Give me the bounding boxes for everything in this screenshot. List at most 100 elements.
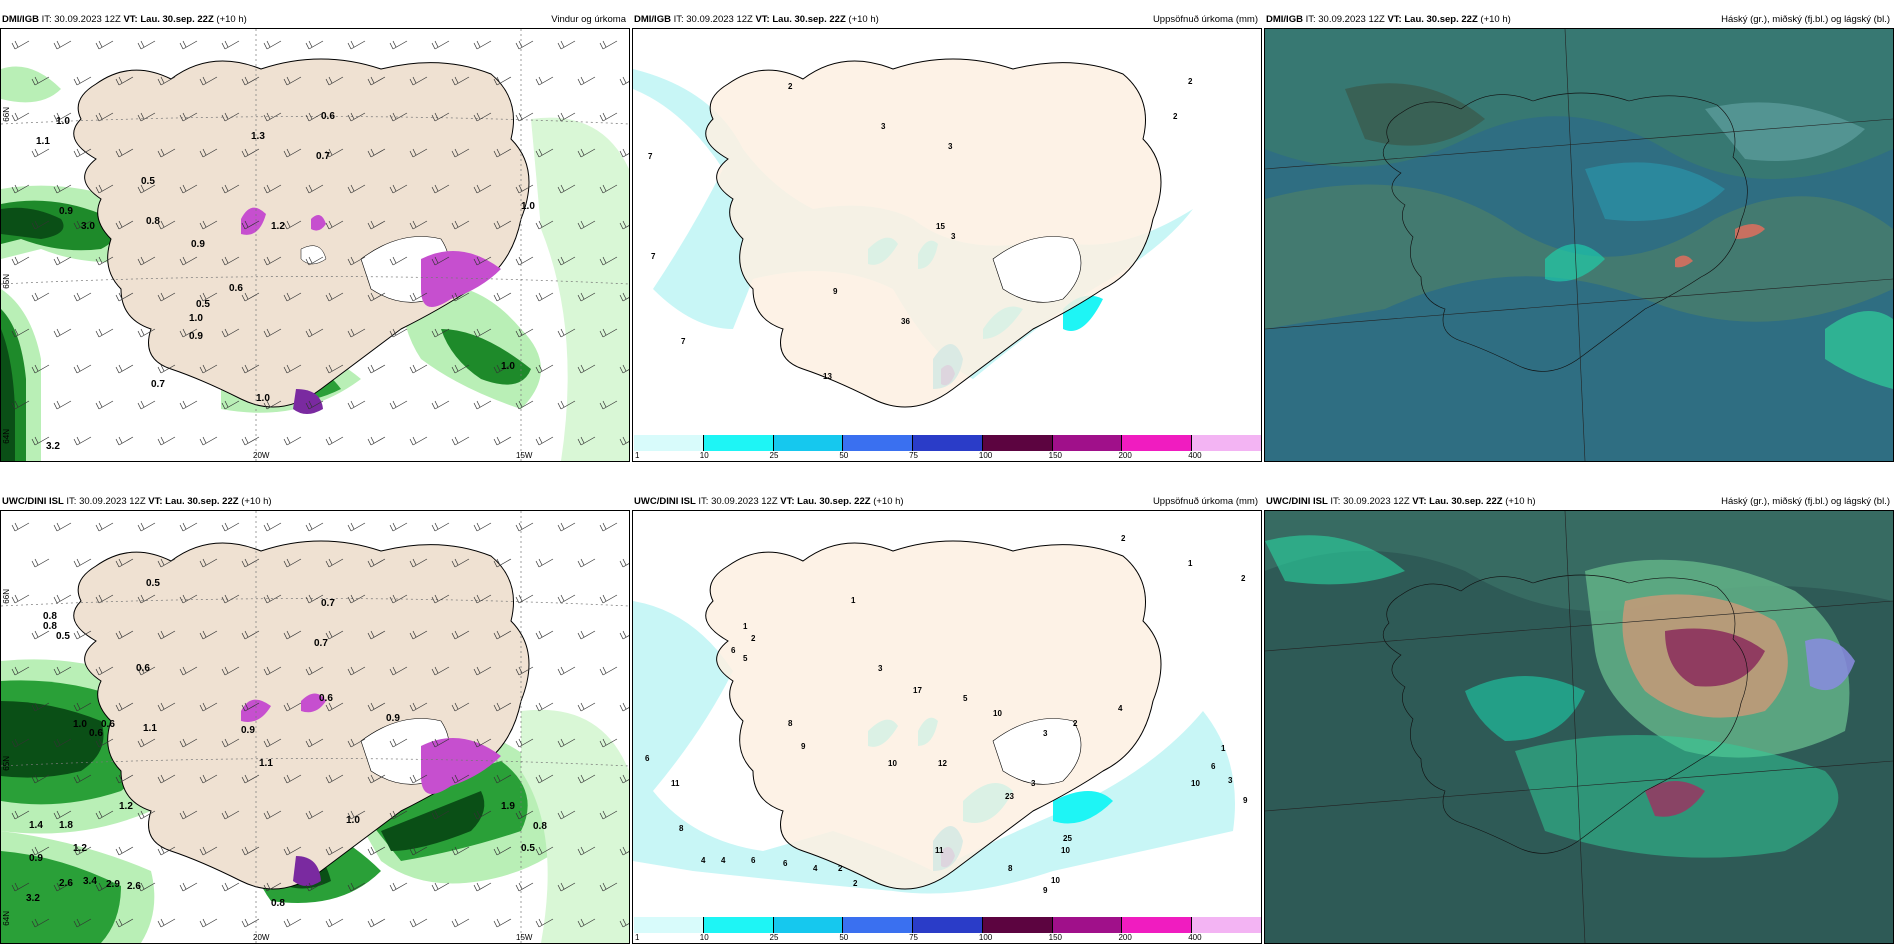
precip-map: 2 2 7 3 3 7 9 36 15 3 13 2 7 <box>633 29 1261 437</box>
wind-barb <box>263 112 282 122</box>
panel-title: Háský (gr.), miðský (fj.bl.) og lágský (… <box>1721 14 1890 25</box>
colorbar-swatch <box>1052 435 1123 451</box>
precip-value-label: 7 <box>681 337 686 346</box>
wind-value-label: 0.7 <box>314 638 328 649</box>
colorbar-swatch <box>773 917 844 933</box>
wind-barb <box>283 292 302 302</box>
wind-barb <box>325 702 344 712</box>
panel-uwc-wind: UWC/DINI ISL IT: 30.09.2023 12Z VT: Lau.… <box>0 494 630 944</box>
wind-barb <box>199 558 218 568</box>
wind-barb <box>557 112 576 122</box>
wind-barb <box>367 220 386 230</box>
wind-barb <box>347 666 366 676</box>
wind-barb <box>179 400 198 410</box>
wind-barb <box>577 918 596 928</box>
map-area[interactable]: 0.5 0.8 0.8 0.5 0.7 0.6 0.6 1.0 0.6 1.1 0.6 0.9 1.1 1… <box>0 510 630 944</box>
wind-barb <box>137 112 156 122</box>
wind-barb <box>557 328 576 338</box>
colorbar-swatch <box>703 435 774 451</box>
wind-value-label: 0.8 <box>43 611 57 622</box>
map-area[interactable]: 1.0 1.1 0.6 1.3 0.7 0.5 0.9 3.0 0.8 0.9 0.6 0.5 1.0 0… <box>0 28 630 462</box>
wind-barb <box>535 436 554 446</box>
panel-header: DMI/IGB IT: 30.09.2023 12Z VT: Lau. 30.s… <box>0 12 630 28</box>
precip-value-label: 2 <box>838 864 843 873</box>
wind-barb <box>305 40 324 50</box>
wind-barb <box>473 184 492 194</box>
wind-barb <box>305 522 324 532</box>
wind-barb <box>73 558 92 568</box>
wind-barb <box>241 558 260 568</box>
wind-barb <box>11 666 30 676</box>
wind-barb <box>283 76 302 86</box>
wind-barb <box>53 184 72 194</box>
wind-barb <box>283 364 302 374</box>
wind-barb <box>451 436 470 446</box>
wind-barb <box>221 522 240 532</box>
precip-value-label: 3 <box>1228 776 1233 785</box>
wind-barb <box>473 738 492 748</box>
wind-barb <box>325 220 344 230</box>
map-area[interactable]: 2 2 7 3 3 7 9 36 15 3 13 2 7 1 10 25 50 75 100 150 200 400 <box>632 28 1262 462</box>
wind-barb <box>431 738 450 748</box>
precip-value-label: 4 <box>1118 704 1123 713</box>
colorbar-label: 25 <box>769 933 779 942</box>
wind-barb <box>221 810 240 820</box>
valid-time: Lau. 30.sep. 22Z <box>1404 14 1478 25</box>
wind-barb <box>367 846 386 856</box>
graticule <box>1 29 629 461</box>
wind-barb <box>473 594 492 604</box>
wind-barb <box>241 918 260 928</box>
colorbar-swatch <box>1122 435 1193 451</box>
wind-barb <box>73 918 92 928</box>
wind-barb <box>515 256 534 266</box>
wind-barb <box>53 810 72 820</box>
wind-barb <box>619 558 629 568</box>
wind-barb <box>431 40 450 50</box>
wind-barb <box>157 148 176 158</box>
wind-barb <box>11 882 30 892</box>
wind-barb <box>53 40 72 50</box>
lead-time: (+10 h) <box>848 14 879 25</box>
wind-barb <box>347 328 366 338</box>
precip-value-label: 23 <box>1005 792 1014 801</box>
wind-barb <box>137 184 156 194</box>
precip-value-label: 4 <box>701 856 706 865</box>
precip-value-label: 2 <box>788 82 793 91</box>
precip-value-label: 4 <box>721 856 726 865</box>
wind-barb <box>241 76 260 86</box>
model-name: UWC/DINI ISL <box>2 496 64 507</box>
precip-value-label: 2 <box>1073 719 1078 728</box>
wind-barb <box>241 364 260 374</box>
wind-barb <box>599 522 618 532</box>
wind-barb <box>515 400 534 410</box>
wind-barb <box>599 184 618 194</box>
wind-barb <box>347 256 366 266</box>
wind-barb <box>179 738 198 748</box>
wind-value-label: 0.5 <box>56 631 70 642</box>
wind-barb <box>263 738 282 748</box>
wind-barb <box>619 364 629 374</box>
wind-value-label: 1.2 <box>119 801 133 812</box>
wind-barb <box>389 184 408 194</box>
map-area[interactable]: 2 1 2 1 2 6 5 1 3 17 10 5 6 11 8 8 9 10 12 3 3 2 4 6 3 9 10 11 23 25 4… <box>632 510 1262 944</box>
wind-barb <box>31 436 50 446</box>
wind-barb <box>31 364 50 374</box>
wind-barb <box>179 184 198 194</box>
wind-barb <box>11 810 30 820</box>
wind-value-label: 3.2 <box>26 893 40 904</box>
wind-barb <box>409 292 428 302</box>
map-area[interactable] <box>1264 28 1894 462</box>
wind-barb <box>95 522 114 532</box>
wind-value-label: 1.0 <box>521 201 535 212</box>
wind-barb <box>431 810 450 820</box>
wind-barb <box>11 328 30 338</box>
precip-value-label: 6 <box>645 754 650 763</box>
precip-value-labels: 2 2 7 3 3 7 9 36 15 3 13 2 7 <box>648 77 1193 381</box>
wind-barb <box>115 220 134 230</box>
wind-barb <box>577 774 596 784</box>
map-area[interactable] <box>1264 510 1894 944</box>
wind-barb <box>179 882 198 892</box>
wind-barb <box>347 882 366 892</box>
wind-barb <box>367 774 386 784</box>
wind-barb <box>115 630 134 640</box>
